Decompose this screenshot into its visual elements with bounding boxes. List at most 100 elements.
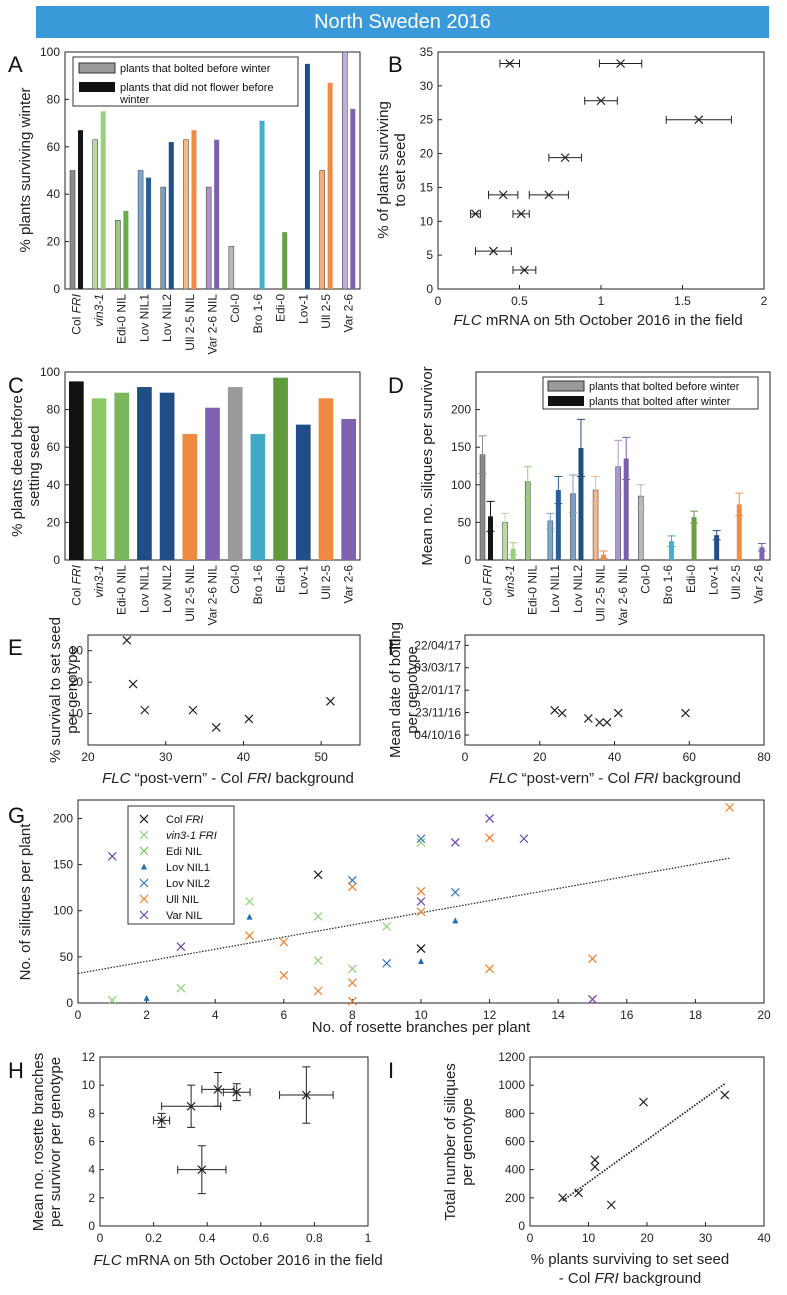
panel-D-error-after <box>622 436 631 481</box>
panel-B-ytick-label: 5 <box>426 248 433 262</box>
panel-D-error-before <box>501 512 510 532</box>
panel-D-ytick-label: 150 <box>451 440 471 454</box>
panel-G-point <box>347 978 357 988</box>
panel-E-xlabel: FLC “post-vern” - Col FRI background <box>102 770 354 787</box>
panel-C-ylabel: % plants dead before setting seed <box>9 395 43 537</box>
panel-A-bar-not-flowered <box>327 82 333 289</box>
panel-G-ytick-label: 0 <box>66 996 73 1010</box>
panel-B-ylabel: % of plants surviving to set seed <box>375 101 409 239</box>
panel-H-ylabel: Mean no. rosette branches per survivor pe… <box>30 1053 64 1231</box>
panel-C-bar <box>205 407 220 560</box>
panel-C-ylabel-line: setting seed <box>26 426 43 507</box>
panel-I-trendline <box>562 1083 726 1202</box>
panel-I-ytick-label: 200 <box>505 1191 525 1205</box>
panel-B-ytick-label: 10 <box>420 214 434 228</box>
panel-F-ytick-label: 04/10/16 <box>414 728 461 742</box>
panel-D-bar-after-winter <box>668 541 674 560</box>
panel-I-ylabel: Total number of siliques per genotype <box>442 1063 476 1221</box>
panel-C-bar <box>69 381 84 560</box>
panel-D-error-after <box>712 530 721 541</box>
panel-H-point <box>232 1087 242 1097</box>
panel-F-xtick-label: 80 <box>757 750 771 764</box>
panel-G-legend-marker <box>139 846 149 856</box>
panel-G-legend <box>127 805 235 925</box>
panel-A-category-label: Var 2-6 NIL <box>206 294 220 355</box>
panel-G-point <box>176 942 186 952</box>
panel-F-ytick-label: 22/04/17 <box>414 638 461 652</box>
panel-E-ylabel: % survival to set seed per genotype <box>47 617 81 763</box>
panel-D-legend-swatch-dark <box>548 396 584 406</box>
panel-G-point <box>519 834 529 844</box>
panel-G-xtick-label: 18 <box>689 1008 703 1022</box>
panel-E-xtick-label: 20 <box>81 750 95 764</box>
panel-G-point <box>347 964 357 974</box>
panel-I-xtick-label: 40 <box>757 1231 771 1245</box>
panel-I-ytick-label: 0 <box>518 1219 525 1233</box>
panel-A-ytick-label: 0 <box>53 282 60 296</box>
panel-G-xtick-label: 10 <box>414 1008 428 1022</box>
panel-C-letter: C <box>8 373 24 398</box>
panel-C-category-label: Ull 2-5 NIL <box>183 565 197 622</box>
panel-A-bar-before-winter <box>342 51 348 290</box>
panel-G-legend-marker <box>139 878 149 888</box>
panel-C-category-label: Edi-0 <box>274 565 288 593</box>
panel-G-point <box>485 814 495 823</box>
panel-G-point <box>246 913 253 920</box>
panel-A-bar-not-flowered <box>78 130 83 289</box>
panel-H-point <box>301 1090 311 1100</box>
panel-E-point <box>128 679 138 689</box>
panel-D-bar-after-winter <box>578 447 584 560</box>
panel-G-legend-label: Col FRI <box>166 814 203 826</box>
panel-H-xtick-label: 0.6 <box>252 1231 269 1245</box>
panel-E-point <box>211 722 221 732</box>
panel-D-bar-after-winter <box>759 547 765 560</box>
panel-G-point <box>416 838 426 847</box>
panel-A-bar-before-winter <box>92 139 98 290</box>
panel-B-xtick-label: 1.5 <box>674 294 691 308</box>
panel-G-legend-label: Ull NIL <box>166 894 199 906</box>
panel-A-ylabel-line: % plants surviving winter <box>17 87 34 252</box>
panel-F-ytick-label: 03/03/17 <box>414 661 461 675</box>
panel-I-ylabel-line: Total number of siliques <box>442 1063 459 1221</box>
panel-F-point <box>557 708 567 718</box>
panel-H-letter: H <box>8 1058 24 1083</box>
panel-B-xtick-label: 0.5 <box>511 294 528 308</box>
panel-D-category-label: Edi-0 NIL <box>526 565 540 615</box>
panel-D-category-label: Ull 2-5 NIL <box>593 565 607 622</box>
panel-C-bar <box>318 398 334 560</box>
panel-F-point <box>613 708 623 718</box>
panel-F-xtick-label: 60 <box>683 750 697 764</box>
panel-F-axes-frame <box>464 634 765 746</box>
panel-D-category-label: Lov NIL1 <box>548 565 562 613</box>
panel-C-ytick-label: 100 <box>40 365 60 379</box>
panel-D-error-before <box>568 474 577 514</box>
panel-E-xtick-label: 30 <box>159 750 173 764</box>
panel-G-xtick-label: 0 <box>75 1008 82 1022</box>
panel-B-point <box>616 59 625 68</box>
panel-A-category-label: Edi-0 <box>274 294 288 322</box>
panel-C-bar <box>159 392 175 560</box>
panel-A-bar-not-flowered <box>100 111 106 289</box>
panel-D-error-after <box>757 542 766 552</box>
panel-G-xtick-label: 12 <box>483 1008 497 1022</box>
panel-I-letter: I <box>388 1058 394 1083</box>
panel-I-ytick-label: 800 <box>505 1106 525 1120</box>
panel-C-category-label: Lov-1 <box>296 565 310 595</box>
panel-G-legend-label: vin3-1 FRI <box>166 830 217 842</box>
panel-B-ytick-label: 15 <box>420 180 434 194</box>
panel-I-point <box>590 1162 600 1172</box>
panel-A-bar-not-flowered <box>282 232 288 289</box>
panel-G-legend-label: Var NIL <box>166 910 202 922</box>
panel-I-xlabel: % plants surviving to set seed <box>531 1251 729 1268</box>
panel-E-ylabel-line: % survival to set seed <box>47 617 64 763</box>
panel-C-ytick-label: 80 <box>47 403 61 417</box>
panel-D-ytick-label: 0 <box>464 553 471 567</box>
panel-B-ytick-label: 35 <box>420 45 434 59</box>
panel-A-category-label: Col FRI <box>69 293 83 334</box>
panel-A-ytick-label: 40 <box>47 187 61 201</box>
panel-A-bar-before-winter <box>183 139 189 290</box>
panel-B-point <box>516 209 526 219</box>
panel-C-bar <box>250 434 266 560</box>
panel-G-point <box>143 994 150 1001</box>
panel-C-bar <box>114 392 130 560</box>
